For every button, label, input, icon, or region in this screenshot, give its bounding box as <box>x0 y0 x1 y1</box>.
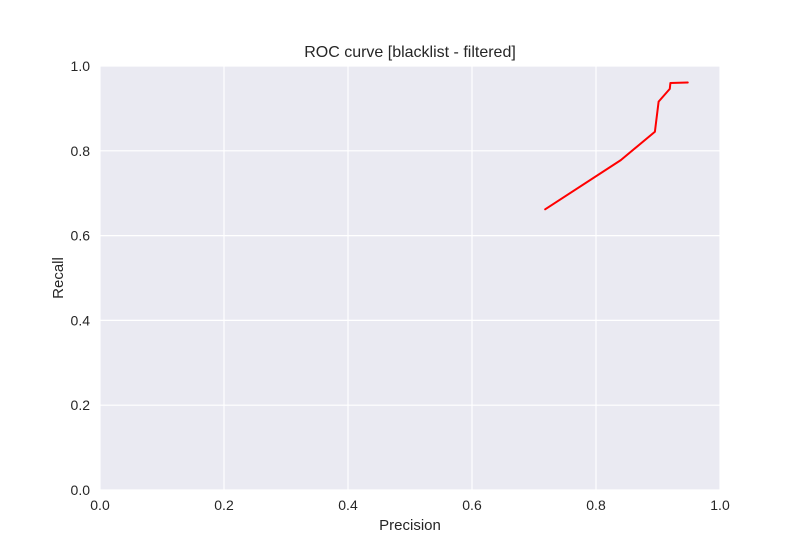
y-tick-label: 1.0 <box>71 58 91 74</box>
x-tick-label: 0.8 <box>586 497 606 513</box>
roc-curve-line <box>544 81 689 211</box>
grid-lines <box>99 65 721 491</box>
y-axis-label: Recall <box>50 257 67 299</box>
x-axis-label: Precision <box>379 517 441 534</box>
x-tick-label: 0.0 <box>90 497 110 513</box>
x-tick-label: 1.0 <box>710 497 730 513</box>
y-tick-label: 0.0 <box>71 482 91 498</box>
y-tick-label: 0.2 <box>71 397 91 413</box>
chart-title: ROC curve [blacklist - filtered] <box>304 44 516 61</box>
x-tick-label: 0.6 <box>462 497 482 513</box>
y-tick-label: 0.4 <box>71 312 91 328</box>
tick-labels: 0.0 0.2 0.4 0.6 0.8 1.0 0.0 0.2 0.4 0.6 0.8 1.0 <box>71 58 730 513</box>
plot-area <box>100 66 720 490</box>
y-tick-label: 0.8 <box>71 143 91 159</box>
x-tick-label: 0.4 <box>338 497 358 513</box>
x-tick-label: 0.2 <box>214 497 234 513</box>
series-layer <box>544 81 689 211</box>
y-tick-label: 0.6 <box>71 228 91 244</box>
